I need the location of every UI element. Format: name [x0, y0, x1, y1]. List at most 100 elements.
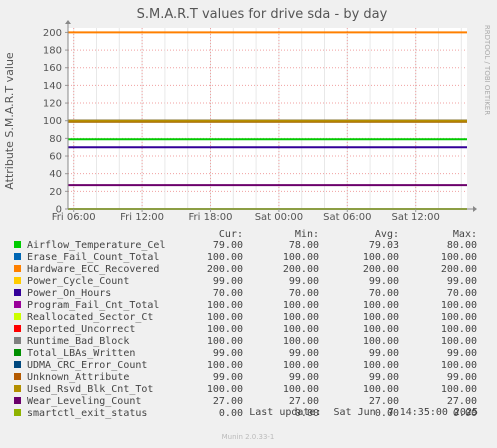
legend-column-header: Max:	[453, 229, 477, 240]
legend-swatch	[14, 241, 21, 248]
legend-value-avg: 99.00	[369, 276, 399, 287]
y-tick-labels: 0 20 40 60 80 100 120 140 160 180 200	[43, 28, 62, 216]
legend-value-max: 100.00	[441, 324, 477, 335]
legend-value-avg: 70.00	[369, 288, 399, 299]
legend-value-min: 200.00	[283, 264, 319, 275]
y-tick-label: 40	[49, 169, 62, 180]
legend-value-cur: 100.00	[207, 360, 243, 371]
legend-value-max: 99.00	[447, 348, 477, 359]
x-tick-label: Sat 12:00	[391, 212, 439, 223]
legend-series-name: Hardware_ECC_Recovered	[27, 264, 159, 275]
legend: Cur: Min: Avg: Max: Airflow_Temperature_Cel 7…	[14, 229, 477, 419]
legend-value-cur: 100.00	[207, 312, 243, 323]
legend-value-min: 27.00	[289, 396, 319, 407]
legend-series-name: Reallocated_Sector_Ct	[27, 312, 153, 323]
legend-value-min: 100.00	[283, 336, 319, 347]
legend-value-cur: 99.00	[213, 372, 243, 383]
legend-value-max: 80.00	[447, 240, 477, 251]
legend-series-name: Program_Fail_Cnt_Total	[27, 300, 159, 311]
legend-value-cur: 79.00	[213, 240, 243, 251]
legend-series-name: Total_LBAs_Written	[27, 348, 135, 359]
legend-swatch	[14, 313, 21, 320]
legend-value-min: 99.00	[289, 372, 319, 383]
chart-title: S.M.A.R.T values for drive sda - by day	[137, 7, 388, 22]
y-tick-label: 180	[43, 46, 62, 57]
munin-footer: Munin 2.0.33-1	[222, 433, 275, 441]
legend-swatch	[14, 361, 21, 368]
legend-value-cur: 0.00	[219, 408, 243, 419]
legend-value-min: 100.00	[283, 324, 319, 335]
legend-value-avg: 100.00	[363, 336, 399, 347]
rrdtool-credit: RRDTOOL / TOBI OETIKER	[483, 25, 491, 115]
legend-value-max: 100.00	[441, 384, 477, 395]
legend-value-max: 99.00	[447, 372, 477, 383]
legend-swatch	[14, 265, 21, 272]
legend-value-min: 100.00	[283, 384, 319, 395]
y-tick-label: 200	[43, 28, 62, 39]
legend-series-name: Wear_Leveling_Count	[27, 396, 141, 407]
y-tick-label: 20	[49, 187, 62, 198]
legend-swatch	[14, 301, 21, 308]
legend-swatch	[14, 337, 21, 344]
legend-value-min: 70.00	[289, 288, 319, 299]
legend-swatch	[14, 253, 21, 260]
legend-value-min: 99.00	[289, 348, 319, 359]
last-update: Last update: Sat Jun 7 14:35:00 2025	[249, 407, 478, 418]
legend-value-avg: 200.00	[363, 264, 399, 275]
legend-value-min: 100.00	[283, 252, 319, 263]
x-tick-label: Fri 06:00	[52, 212, 96, 223]
legend-value-min: 100.00	[283, 300, 319, 311]
x-tick-label: Fri 18:00	[189, 212, 233, 223]
x-tick-label: Sat 06:00	[323, 212, 371, 223]
legend-value-max: 100.00	[441, 360, 477, 371]
y-tick-label: 160	[43, 63, 62, 74]
y-axis-label: Attribute S.M.A.R.T value	[3, 52, 16, 190]
legend-swatch	[14, 289, 21, 296]
y-tick-label: 140	[43, 81, 62, 92]
legend-value-cur: 100.00	[207, 336, 243, 347]
legend-value-max: 100.00	[441, 300, 477, 311]
axes	[65, 20, 477, 212]
legend-swatch	[14, 409, 21, 416]
legend-series-name: Power_On_Hours	[27, 288, 111, 299]
legend-value-avg: 100.00	[363, 384, 399, 395]
legend-value-max: 100.00	[441, 336, 477, 347]
legend-swatch	[14, 385, 21, 392]
y-tick-label: 60	[49, 152, 62, 163]
legend-series-name: Runtime_Bad_Block	[27, 336, 129, 347]
legend-value-min: 100.00	[283, 312, 319, 323]
y-axis-arrow	[65, 20, 71, 24]
legend-series-name: Reported_Uncorrect	[27, 324, 135, 335]
legend-column-header: Cur:	[219, 229, 243, 240]
legend-series-name: Power_Cycle_Count	[27, 276, 129, 287]
legend-value-avg: 27.00	[369, 396, 399, 407]
legend-series-name: Used_Rsvd_Blk_Cnt_Tot	[27, 384, 153, 395]
legend-value-avg: 100.00	[363, 252, 399, 263]
legend-series-name: Erase_Fail_Count_Total	[27, 252, 159, 263]
legend-value-avg: 100.00	[363, 312, 399, 323]
legend-column-header: Avg:	[375, 229, 399, 240]
x-tick-label: Fri 12:00	[120, 212, 164, 223]
legend-value-cur: 200.00	[207, 264, 243, 275]
legend-value-avg: 100.00	[363, 324, 399, 335]
legend-swatch	[14, 325, 21, 332]
legend-value-avg: 0.00	[375, 408, 399, 419]
legend-swatch	[14, 349, 21, 356]
legend-series-name: Unknown_Attribute	[27, 372, 129, 383]
legend-value-max: 100.00	[441, 252, 477, 263]
legend-value-max: 200.00	[441, 264, 477, 275]
legend-value-cur: 99.00	[213, 348, 243, 359]
legend-value-min: 0.00	[295, 408, 319, 419]
legend-column-header: Min:	[295, 229, 319, 240]
legend-value-cur: 99.00	[213, 276, 243, 287]
legend-value-max: 70.00	[447, 288, 477, 299]
legend-value-max: 99.00	[447, 276, 477, 287]
y-tick-label: 0	[56, 205, 62, 216]
legend-value-avg: 99.00	[369, 348, 399, 359]
legend-value-max: 0.00	[453, 408, 477, 419]
legend-value-avg: 100.00	[363, 300, 399, 311]
y-tick-label: 120	[43, 99, 62, 110]
legend-value-cur: 27.00	[213, 396, 243, 407]
y-tick-label: 100	[43, 116, 62, 127]
